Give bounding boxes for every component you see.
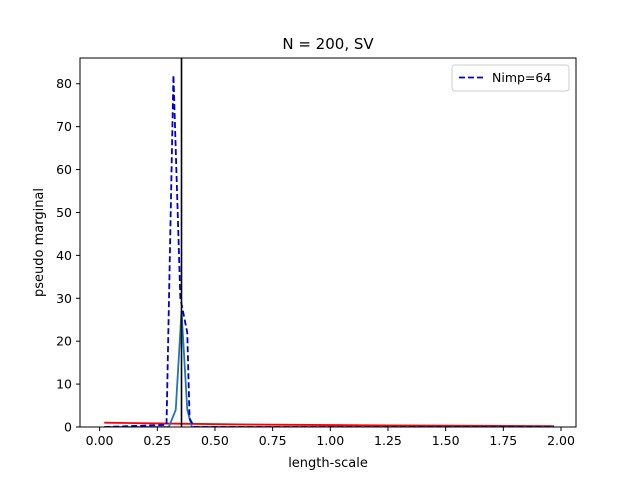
x-tick-label: 0.75 <box>259 433 287 448</box>
x-tick-label: 1.75 <box>489 433 517 448</box>
x-tick-label: 2.00 <box>547 433 575 448</box>
x-axis-label: length-scale <box>288 456 368 471</box>
y-tick-label: 10 <box>56 377 72 392</box>
x-tick-label: 1.00 <box>316 433 344 448</box>
x-tick-label: 0.00 <box>86 433 114 448</box>
y-tick-label: 30 <box>56 291 72 306</box>
chart-title: N = 200, SV <box>282 35 374 53</box>
legend-label-nimp-64: Nimp=64 <box>492 70 551 85</box>
legend: Nimp=64 <box>452 65 569 91</box>
y-tick-label: 70 <box>56 119 72 134</box>
y-tick-label: 80 <box>56 76 72 91</box>
y-tick-label: 0 <box>64 420 72 435</box>
x-tick-label: 1.25 <box>374 433 402 448</box>
y-tick-label: 20 <box>56 334 72 349</box>
y-axis-label: pseudo marginal <box>32 188 47 297</box>
x-tick-label: 0.50 <box>201 433 229 448</box>
y-tick-label: 60 <box>56 162 72 177</box>
y-tick-label: 50 <box>56 205 72 220</box>
x-tick-label: 0.25 <box>143 433 171 448</box>
y-tick-label: 40 <box>56 248 72 263</box>
x-tick-label: 1.50 <box>432 433 460 448</box>
